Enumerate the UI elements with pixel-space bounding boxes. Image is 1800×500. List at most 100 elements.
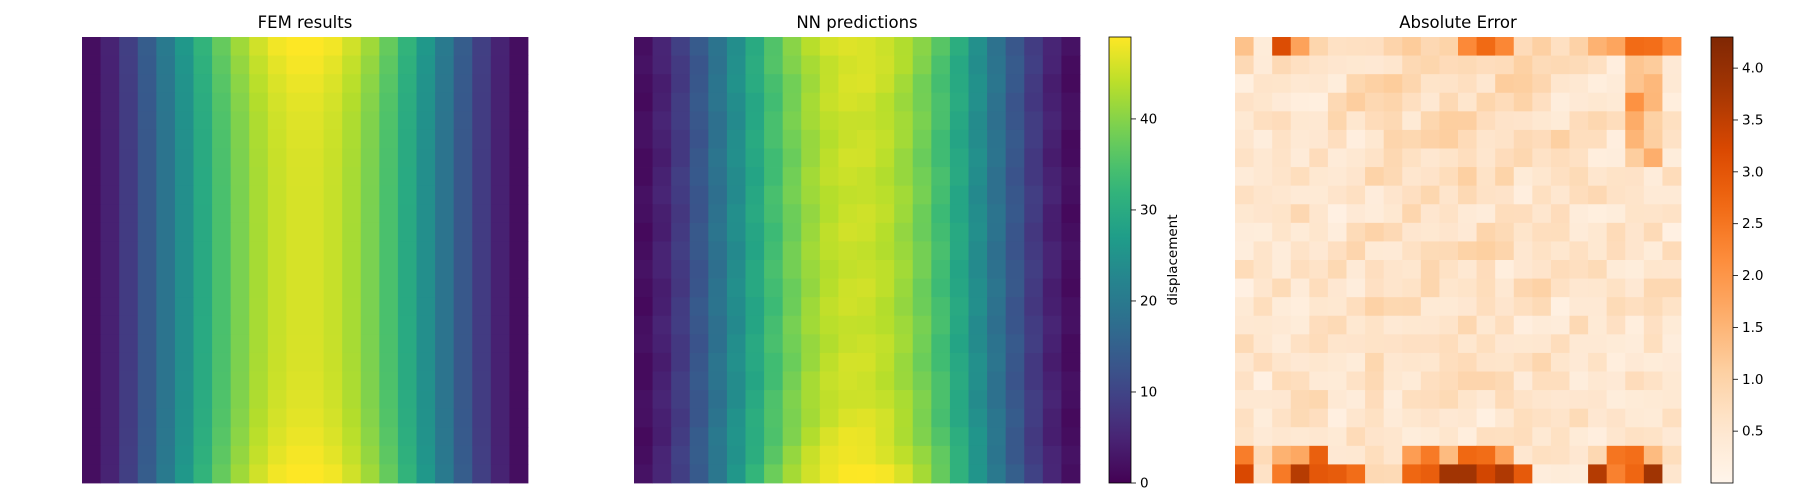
nn-cell (726, 167, 746, 187)
error-cell (1327, 185, 1347, 205)
nn-cell (726, 37, 746, 56)
error-cell (1272, 222, 1292, 242)
nn-cell (987, 148, 1007, 168)
error-cell (1235, 167, 1254, 187)
fem-cell (379, 408, 399, 428)
error-cell (1495, 129, 1515, 149)
nn-cell (931, 334, 951, 354)
nn-cell (838, 315, 858, 335)
error-cell (1346, 334, 1366, 354)
nn-cell (1005, 37, 1025, 56)
error-cell (1439, 222, 1459, 242)
error-cell (1458, 260, 1477, 279)
nn-cell (968, 297, 988, 317)
nn-cell (875, 148, 895, 168)
error-cell (1253, 408, 1273, 428)
fem-cell (267, 167, 287, 187)
error-colorbar-bar (1710, 36, 1734, 484)
nn-cell (1005, 185, 1025, 205)
nn-cell (671, 260, 691, 279)
nn-title: NN predictions (796, 13, 917, 32)
fem-cell (230, 185, 250, 205)
nn-cell (708, 204, 728, 224)
error-cell (1365, 55, 1385, 75)
error-cell (1458, 37, 1477, 56)
error-cell (1272, 204, 1292, 224)
error-cell (1383, 445, 1403, 465)
fem-cell (286, 445, 306, 465)
fem-cell (490, 222, 510, 242)
error-cell (1253, 427, 1273, 447)
fem-cell (193, 37, 213, 56)
error-cell (1662, 74, 1682, 94)
error-cell (1235, 297, 1254, 317)
error-cell (1309, 260, 1329, 279)
fem-cell (435, 148, 455, 168)
error-cell (1625, 445, 1645, 465)
fem-cell (137, 148, 157, 168)
fem-cell (267, 55, 287, 75)
nn-cell (726, 408, 746, 428)
nn-cell (1042, 148, 1062, 168)
fem-cell (305, 260, 324, 279)
fem-cell (379, 167, 399, 187)
fem-cell (435, 74, 455, 94)
nn-cell (838, 111, 858, 131)
fem-cell (137, 464, 157, 484)
nn-cell (857, 92, 876, 112)
error-cell (1569, 222, 1589, 242)
fem-cell (82, 111, 101, 131)
fem-cell (397, 315, 417, 335)
error-cell (1476, 408, 1496, 428)
error-cell (1643, 222, 1663, 242)
fem-cell (193, 129, 213, 149)
fem-cell (230, 222, 250, 242)
fem-cell (472, 241, 492, 261)
error-cell (1402, 352, 1422, 372)
error-cell (1476, 129, 1496, 149)
nn-cell (819, 222, 839, 242)
nn-cell (1042, 204, 1062, 224)
error-cell (1420, 222, 1440, 242)
nn-cell (819, 241, 839, 261)
fem-cell (397, 390, 417, 410)
fem-cell (509, 111, 529, 131)
fem-cell (174, 334, 194, 354)
error-cell (1476, 352, 1496, 372)
error-cell (1365, 241, 1385, 261)
fem-cell (174, 445, 194, 465)
nn-cell (875, 185, 895, 205)
nn-cell (1061, 352, 1081, 372)
nn-cell (987, 390, 1007, 410)
fem-cell (323, 92, 343, 112)
fem-cell (100, 74, 120, 94)
nn-cell (745, 92, 765, 112)
nn-cell (671, 278, 691, 298)
nn-cell (764, 390, 784, 410)
nn-cell (912, 74, 932, 94)
fem-cell (137, 278, 157, 298)
nn-cell (1005, 260, 1025, 279)
nn-cell (1042, 352, 1062, 372)
nn-cell (652, 148, 672, 168)
nn-cell (671, 445, 691, 465)
nn-cell (1061, 37, 1081, 56)
fem-cell (416, 408, 436, 428)
error-cell (1235, 222, 1254, 242)
error-cell (1402, 185, 1422, 205)
error-cell (1327, 74, 1347, 94)
nn-cell (819, 37, 839, 56)
fem-cell (193, 204, 213, 224)
error-cell (1439, 37, 1459, 56)
nn-cell (819, 427, 839, 447)
nn-cell (894, 185, 914, 205)
nn-cell (894, 222, 914, 242)
nn-cell (931, 74, 951, 94)
fem-cell (100, 297, 120, 317)
nn-cell (652, 315, 672, 335)
nn-cell (875, 37, 895, 56)
error-cell (1383, 204, 1403, 224)
nn-cell (987, 222, 1007, 242)
fem-cell (249, 148, 269, 168)
error-cell (1513, 445, 1533, 465)
